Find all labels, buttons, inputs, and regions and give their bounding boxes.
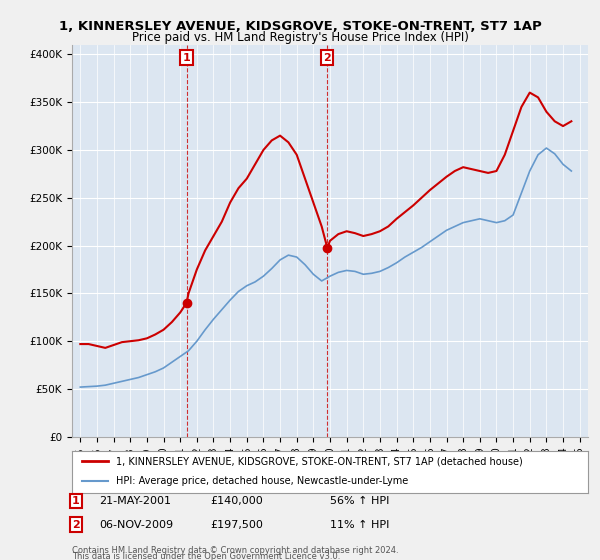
Text: Contains HM Land Registry data © Crown copyright and database right 2024.: Contains HM Land Registry data © Crown c… — [72, 547, 398, 556]
Text: 21-MAY-2001: 21-MAY-2001 — [99, 496, 171, 506]
Text: £140,000: £140,000 — [210, 496, 263, 506]
Text: 2: 2 — [72, 520, 80, 530]
Text: 06-NOV-2009: 06-NOV-2009 — [99, 520, 173, 530]
Text: Price paid vs. HM Land Registry's House Price Index (HPI): Price paid vs. HM Land Registry's House … — [131, 31, 469, 44]
Text: £197,500: £197,500 — [210, 520, 263, 530]
Text: 1: 1 — [182, 53, 190, 63]
Text: 2: 2 — [323, 53, 331, 63]
Text: This data is licensed under the Open Government Licence v3.0.: This data is licensed under the Open Gov… — [72, 552, 340, 560]
Text: 11% ↑ HPI: 11% ↑ HPI — [330, 520, 389, 530]
Text: 56% ↑ HPI: 56% ↑ HPI — [330, 496, 389, 506]
Text: HPI: Average price, detached house, Newcastle-under-Lyme: HPI: Average price, detached house, Newc… — [116, 476, 408, 486]
Text: 1: 1 — [72, 496, 80, 506]
Text: 1, KINNERSLEY AVENUE, KIDSGROVE, STOKE-ON-TRENT, ST7 1AP (detached house): 1, KINNERSLEY AVENUE, KIDSGROVE, STOKE-O… — [116, 456, 523, 466]
Text: 1, KINNERSLEY AVENUE, KIDSGROVE, STOKE-ON-TRENT, ST7 1AP: 1, KINNERSLEY AVENUE, KIDSGROVE, STOKE-O… — [59, 20, 541, 32]
